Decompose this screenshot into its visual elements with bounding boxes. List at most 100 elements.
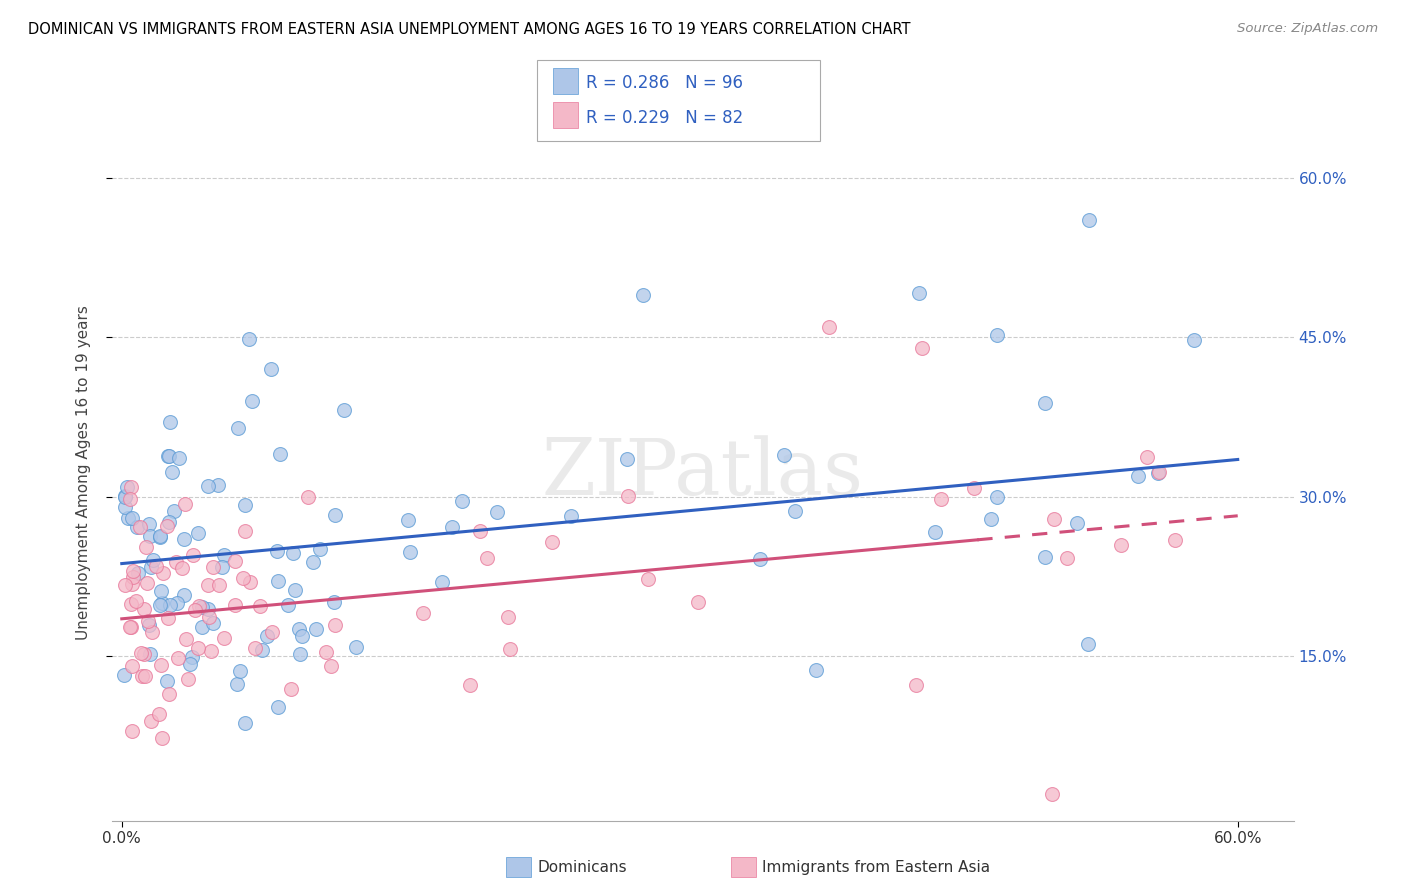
Point <box>1056 550 1078 565</box>
Point <box>149 529 172 543</box>
Point <box>207 478 229 492</box>
Point <box>908 285 931 300</box>
Point <box>187 526 209 541</box>
Point <box>120 620 142 634</box>
Point <box>269 446 291 460</box>
Point <box>179 657 201 672</box>
Point <box>121 723 143 738</box>
Point <box>159 598 181 612</box>
Point <box>166 596 188 610</box>
Point <box>499 642 522 657</box>
Point <box>325 618 347 632</box>
Point <box>152 566 174 581</box>
Point <box>167 651 190 665</box>
Point <box>114 577 136 591</box>
Point <box>142 553 165 567</box>
Point <box>150 657 173 672</box>
Point <box>291 629 314 643</box>
Point <box>1077 213 1099 227</box>
Point <box>631 288 654 302</box>
Point <box>226 421 249 435</box>
Point <box>159 416 181 430</box>
Point <box>315 644 337 658</box>
Point <box>240 394 263 409</box>
Point <box>117 511 139 525</box>
Point <box>616 489 638 503</box>
Point <box>165 555 187 569</box>
Point <box>1033 549 1056 564</box>
Point <box>924 524 946 539</box>
Point <box>122 564 145 578</box>
Point <box>197 578 219 592</box>
Point <box>980 511 1002 525</box>
Point <box>120 480 142 494</box>
Point <box>986 490 1008 504</box>
Point <box>149 584 172 599</box>
Point <box>441 520 464 534</box>
Text: R = 0.286   N = 96: R = 0.286 N = 96 <box>586 74 744 92</box>
Point <box>931 491 953 506</box>
Point <box>412 606 434 620</box>
Point <box>156 519 179 533</box>
Point <box>190 620 212 634</box>
Point <box>141 624 163 639</box>
Point <box>190 600 212 615</box>
Point <box>181 650 204 665</box>
Point <box>344 640 367 654</box>
Point <box>117 480 139 494</box>
Point <box>224 553 246 567</box>
Point <box>749 551 772 566</box>
Point <box>785 504 807 518</box>
Point <box>207 577 229 591</box>
Point <box>139 714 162 728</box>
Point <box>136 576 159 591</box>
Point <box>198 609 221 624</box>
Point <box>233 524 256 539</box>
Point <box>560 509 582 524</box>
Point <box>134 602 156 616</box>
Point <box>120 492 142 507</box>
Point <box>277 598 299 612</box>
Point <box>127 566 149 580</box>
Point <box>139 560 162 574</box>
Point <box>129 520 152 534</box>
Point <box>138 517 160 532</box>
Point <box>134 669 156 683</box>
Point <box>112 667 135 681</box>
Point <box>156 611 179 625</box>
Point <box>1147 465 1170 479</box>
Point <box>396 513 419 527</box>
Point <box>266 544 288 558</box>
Point <box>132 647 155 661</box>
Point <box>187 599 209 613</box>
Point <box>287 622 309 636</box>
Point <box>239 575 262 590</box>
Point <box>170 561 193 575</box>
Point <box>485 505 508 519</box>
Point <box>804 663 827 677</box>
Point <box>163 504 186 518</box>
Point <box>905 678 928 692</box>
Point <box>187 640 209 655</box>
Point <box>280 682 302 697</box>
Point <box>121 511 143 525</box>
Point <box>496 610 519 624</box>
Point <box>541 535 564 549</box>
Point <box>148 707 170 722</box>
Point <box>233 498 256 512</box>
Point <box>333 403 356 417</box>
Point <box>211 560 233 574</box>
Point <box>162 465 184 479</box>
Point <box>323 508 346 522</box>
Point <box>616 452 638 467</box>
Point <box>232 571 254 585</box>
Point <box>157 449 180 463</box>
Point <box>114 491 136 505</box>
Point <box>120 597 142 611</box>
Point <box>1182 333 1205 347</box>
Point <box>229 664 252 678</box>
Point <box>233 716 256 731</box>
Point <box>1136 450 1159 465</box>
Text: Dominicans: Dominicans <box>537 860 627 874</box>
Point <box>297 490 319 504</box>
